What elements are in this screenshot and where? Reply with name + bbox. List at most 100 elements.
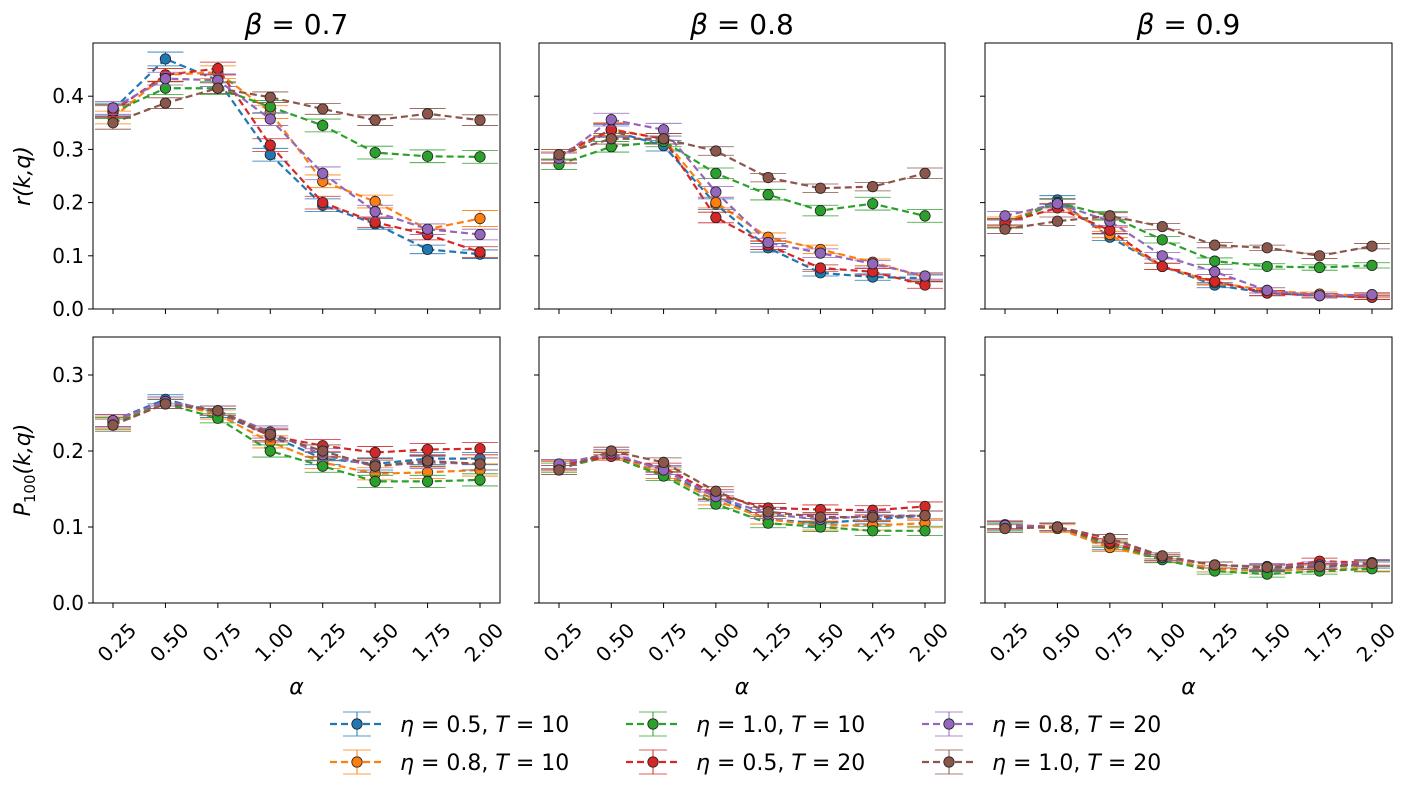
- subplot-r-3: β = 0.9: [980, 8, 1393, 314]
- series-line: [558, 453, 926, 527]
- data-point: [1313, 560, 1326, 573]
- data-point: [369, 206, 381, 218]
- data-point: [264, 91, 276, 103]
- data-point: [553, 464, 565, 476]
- legend-t-symbol: T: [791, 751, 806, 776]
- data-point: [369, 216, 381, 228]
- data-point: [710, 186, 722, 198]
- data-point: [474, 246, 486, 258]
- y-tick-label: 0.1: [52, 244, 84, 268]
- legend-comma: ,: [481, 713, 495, 738]
- y-tick-label: 0.2: [52, 439, 84, 463]
- x-tick-label: 0.25: [93, 618, 141, 666]
- legend-eta-symbol: η: [400, 751, 414, 776]
- y-tick-label: 0.0: [52, 297, 84, 321]
- x-tick-label: 0.50: [145, 618, 193, 666]
- legend-marker: [943, 756, 955, 768]
- series-line: [112, 87, 481, 124]
- legend-comma: ,: [777, 713, 791, 738]
- series-line: [1004, 202, 1373, 297]
- axes-frame: [984, 336, 1393, 604]
- data-point: [762, 236, 774, 249]
- data-point: [159, 97, 172, 109]
- legend-comma: ,: [777, 751, 791, 776]
- data-point: [1156, 234, 1168, 246]
- series-2: [541, 449, 943, 532]
- x-tick-label: 0.75: [643, 618, 691, 666]
- data-point: [605, 114, 617, 126]
- data-point: [474, 443, 486, 455]
- x-tick-label: 1.50: [355, 618, 403, 666]
- data-point: [474, 458, 486, 470]
- data-point: [317, 445, 329, 457]
- x-tick-label: 1.00: [1142, 618, 1190, 666]
- data-point: [317, 167, 329, 179]
- data-point: [1209, 266, 1221, 278]
- legend-label: η = 0.8, T = 20: [992, 713, 1161, 738]
- series-line: [112, 67, 481, 254]
- series-2: [987, 197, 1390, 302]
- y-tick-label: 0.4: [52, 84, 84, 108]
- axes-frame: [538, 336, 946, 604]
- series-line: [112, 400, 481, 454]
- x-tick-label: 0.75: [1090, 618, 1138, 666]
- legend-item-1[interactable]: η = 0.5, T = 10: [330, 711, 569, 738]
- data-point: [1209, 275, 1221, 287]
- data-point: [1366, 240, 1378, 252]
- legend-equals: =: [414, 713, 446, 738]
- legend-item-4[interactable]: η = 0.5, T = 20: [626, 749, 865, 776]
- data-point: [474, 228, 486, 241]
- data-point: [919, 167, 931, 179]
- legend-eta-symbol: η: [992, 751, 1006, 776]
- data-point: [1313, 290, 1326, 302]
- x-tick-label: 1.75: [852, 618, 900, 666]
- subplot-p-3: 0.25 0.50 0.75 1.00 1.25 1.50 1.75 2.00 α: [980, 336, 1400, 700]
- data-point: [999, 522, 1011, 535]
- series-line: [112, 402, 481, 483]
- legend-item-3[interactable]: η = 1.0, T = 10: [626, 711, 865, 738]
- series-line: [1004, 525, 1373, 569]
- y-tick-label: 0.1: [52, 515, 84, 539]
- data-point: [317, 119, 329, 132]
- x-tick-label: 2.00: [460, 618, 508, 666]
- legend-t-value: 20: [1133, 713, 1161, 738]
- y-tick-label: 0.2: [52, 191, 84, 215]
- data-point: [1104, 532, 1116, 545]
- legend-label: η = 0.5, T = 10: [400, 713, 569, 738]
- series-3: [987, 197, 1390, 274]
- x-tick-label: 2.00: [1352, 618, 1400, 666]
- title-equals: =: [1155, 8, 1196, 41]
- x-tick-label: 1.75: [1299, 618, 1347, 666]
- series-line: [558, 137, 926, 190]
- legend-marker: [351, 756, 363, 768]
- x-tick-label: 0.25: [985, 618, 1033, 666]
- data-point: [919, 509, 931, 522]
- data-point: [657, 456, 670, 468]
- legend-equals: =: [1101, 713, 1133, 738]
- x-tick-label: 1.50: [1247, 618, 1295, 666]
- data-point: [814, 182, 827, 194]
- x-tick-label: 1.25: [1194, 618, 1242, 666]
- legend-item-6[interactable]: η = 1.0, T = 20: [922, 749, 1161, 776]
- legend-label: η = 1.0, T = 20: [992, 751, 1161, 776]
- title-equals: =: [263, 8, 304, 41]
- data-point: [107, 117, 119, 129]
- series-4: [987, 202, 1390, 303]
- legend-eta-symbol: η: [696, 751, 710, 776]
- data-point: [710, 197, 722, 209]
- data-point: [867, 511, 879, 523]
- series-5: [541, 112, 943, 282]
- legend-item-2[interactable]: η = 0.8, T = 10: [330, 749, 569, 776]
- data-point: [553, 149, 565, 161]
- legend-item-5[interactable]: η = 0.8, T = 20: [922, 711, 1161, 738]
- data-point: [421, 475, 434, 487]
- data-point: [919, 525, 931, 537]
- series-line: [1004, 214, 1373, 257]
- x-tick-label: 1.00: [250, 618, 298, 666]
- data-point: [159, 73, 172, 85]
- data-point: [762, 506, 774, 518]
- data-point: [1156, 220, 1168, 233]
- series-6: [987, 521, 1390, 573]
- data-point: [919, 210, 931, 222]
- data-point: [1366, 557, 1378, 570]
